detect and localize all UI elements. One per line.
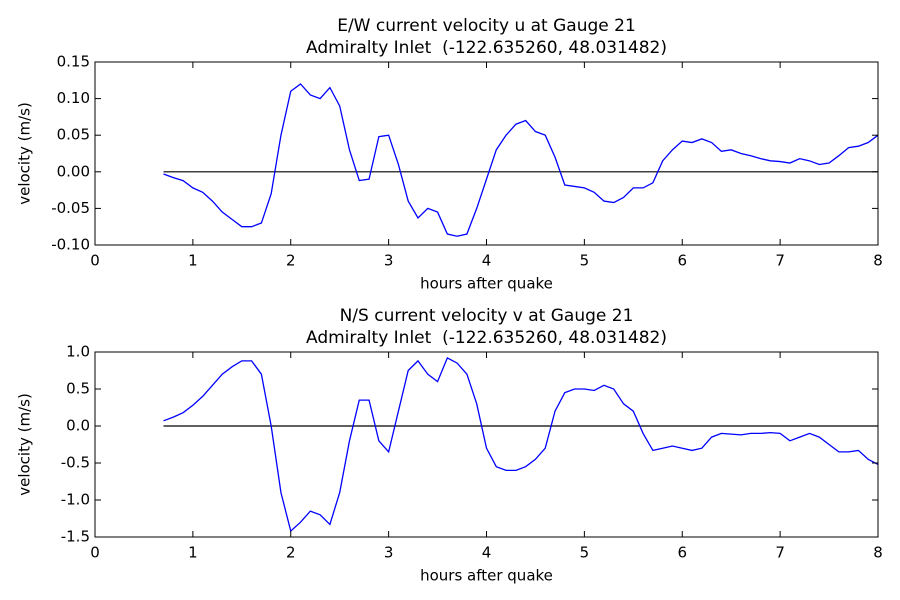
y-axis-label: velocity (m/s) — [16, 102, 34, 205]
x-tick-label: 0 — [90, 544, 100, 562]
x-axis-label: hours after quake — [420, 567, 553, 585]
x-tick-label: 2 — [286, 544, 296, 562]
plot-frame — [94, 61, 879, 246]
chart-subtitle: Admiralty Inlet (-122.635260, 48.031482) — [306, 38, 667, 58]
x-tick-label: 1 — [188, 544, 198, 562]
y-tick-label: -1.0 — [61, 491, 90, 509]
x-tick-label: 3 — [384, 544, 394, 562]
y-tick-label: 0.10 — [57, 89, 90, 107]
x-tick-label: 4 — [482, 544, 492, 562]
y-tick-label: 0.05 — [57, 126, 90, 144]
y-tick-label: 0.15 — [57, 53, 90, 71]
x-tick-label: 4 — [482, 252, 492, 270]
y-tick-label: 0.5 — [66, 380, 90, 398]
y-tick-label: 1.0 — [66, 343, 90, 361]
chart-title: E/W current velocity u at Gauge 21 — [337, 16, 636, 36]
data-line — [163, 357, 879, 533]
y-tick-label: 0.00 — [57, 162, 90, 180]
x-tick-label: 5 — [580, 544, 590, 562]
x-tick-label: 6 — [677, 544, 687, 562]
x-tick-label: 8 — [873, 544, 883, 562]
x-axis-label: hours after quake — [420, 275, 553, 293]
x-tick-label: 7 — [775, 252, 785, 270]
x-tick-label: 1 — [188, 252, 198, 270]
y-tick-label: -0.05 — [51, 199, 90, 217]
x-tick-label: 2 — [286, 252, 296, 270]
x-tick-label: 8 — [873, 252, 883, 270]
x-tick-label: 6 — [677, 252, 687, 270]
y-tick-label: -0.10 — [51, 236, 90, 254]
y-axis-label: velocity (m/s) — [16, 393, 34, 496]
data-line — [163, 83, 879, 237]
chart-title: N/S current velocity v at Gauge 21 — [340, 306, 634, 326]
y-tick-label: -0.5 — [61, 454, 90, 472]
x-tick-label: 7 — [775, 544, 785, 562]
x-tick-label: 0 — [90, 252, 100, 270]
chart-subtitle: Admiralty Inlet (-122.635260, 48.031482) — [306, 328, 667, 348]
y-tick-label: -1.5 — [61, 528, 90, 546]
plot-frame — [94, 351, 879, 538]
x-tick-label: 5 — [580, 252, 590, 270]
y-tick-label: 0.0 — [66, 417, 90, 435]
x-tick-label: 3 — [384, 252, 394, 270]
